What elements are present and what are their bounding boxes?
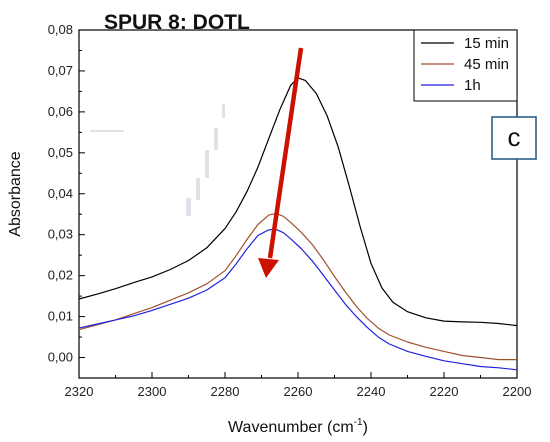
plot-frame (78, 29, 518, 379)
legend-items: 15 min 45 min 1h (421, 35, 509, 94)
y-tick-label: 0,08 (48, 22, 73, 37)
legend-label: 1h (464, 77, 481, 94)
x-axis-label-end: ) (363, 419, 368, 436)
series-line-15-min (78, 77, 518, 327)
x-tick-label: 2220 (430, 384, 459, 399)
x-axis-label-main: Wavenumber (cm (228, 419, 354, 436)
x-tick-label: 2240 (357, 384, 386, 399)
chart-title: SPUR 8: DOTL (104, 11, 250, 34)
x-tick-label: 2280 (211, 384, 240, 399)
y-tick-label: 0,02 (48, 268, 73, 283)
x-axis-label-sup: -1 (354, 417, 363, 428)
legend: 15 min 45 min 1h (413, 29, 518, 102)
x-tick-label: 2320 (65, 384, 94, 399)
arrow-head (258, 258, 279, 278)
legend-label: 45 min (464, 56, 509, 73)
y-tick-label: 0,01 (48, 309, 73, 324)
y-tick-label: 0,00 (48, 350, 73, 365)
background-artifacts (90, 104, 225, 216)
y-tick-label: 0,06 (48, 104, 73, 119)
series-line-45-min (78, 212, 517, 361)
legend-box (413, 29, 518, 102)
y-tick-label: 0,03 (48, 227, 73, 242)
y-tick-label: 0,07 (48, 63, 73, 78)
x-axis-label: Wavenumber (cm-1) (228, 417, 368, 436)
legend-label: 15 min (464, 35, 509, 52)
panel-label: c (491, 116, 537, 160)
x-tick-label: 2260 (284, 384, 313, 399)
panel-label-box (491, 116, 537, 160)
panel-label-text: c (508, 122, 521, 152)
x-tick-label: 2300 (138, 384, 167, 399)
y-tick-label: 0,05 (48, 145, 73, 160)
arrow-shaft (267, 47, 304, 259)
y-axis-label: Absorbance (7, 151, 24, 236)
tick-labels: 2320 2300 2280 2260 2240 2220 2200 0,00 0,01 0,02… (48, 22, 532, 399)
annotation-arrow (258, 47, 304, 278)
y-tick-label: 0,04 (48, 186, 73, 201)
x-tick-label: 2200 (503, 384, 532, 399)
series-layer (78, 77, 518, 371)
series-line-1h (78, 228, 518, 371)
